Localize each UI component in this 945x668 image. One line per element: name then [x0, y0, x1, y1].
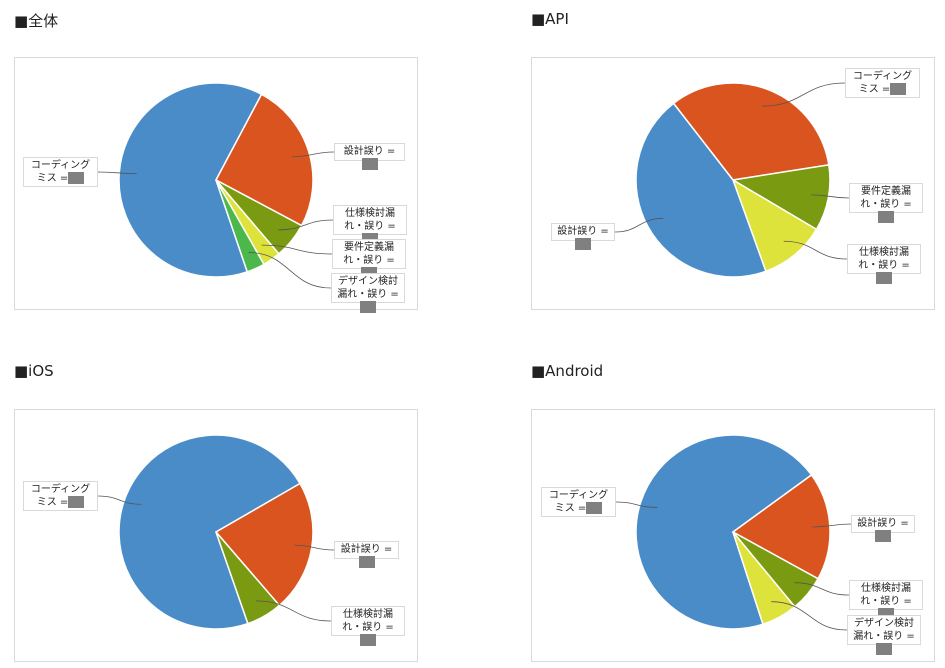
leader-line: [261, 244, 333, 255]
pie-slice: [635, 434, 813, 630]
label-text: ■Android: [531, 362, 604, 380]
data-label: 要件定義漏れ・誤り =: [849, 183, 923, 223]
redacted-value: [360, 634, 376, 646]
data-label: コーディングミス =: [23, 157, 98, 187]
label-text: ■全体: [14, 12, 59, 30]
pie-slice: [672, 82, 830, 181]
redacted-value: [890, 83, 907, 95]
label-text: 仕様検討漏れ・誤り =: [860, 583, 912, 607]
data-label: 設計誤り =: [851, 515, 915, 542]
pie-slice: [731, 178, 818, 273]
leader-line: [292, 151, 335, 158]
leader-line: [277, 219, 334, 231]
redacted-value: [360, 301, 376, 313]
label-text: コーディングミス =: [548, 490, 609, 514]
data-label: 仕様検討漏れ・誤り =: [331, 606, 405, 646]
redacted-value: [878, 211, 894, 223]
chart-title: ■iOS: [14, 362, 54, 380]
label-text: 仕様検討漏れ・誤り =: [344, 208, 396, 232]
leader-line: [812, 523, 852, 528]
chart-title: ■全体: [14, 10, 58, 31]
leader-line: [97, 495, 142, 505]
label-text: 仕様検討漏れ・誤り =: [858, 247, 910, 271]
data-label: 要件定義漏れ・誤り =: [332, 239, 406, 279]
data-label: デザイン検討漏れ・誤り =: [331, 273, 405, 313]
redacted-value: [575, 238, 591, 250]
chart-title: ■API: [531, 10, 569, 28]
leader-line: [614, 217, 664, 233]
chart-title: ■Android: [531, 362, 603, 380]
leader-line: [248, 252, 332, 289]
leader-line: [762, 82, 846, 107]
data-label: コーディングミス =: [541, 487, 616, 517]
data-label: 設計誤り =: [334, 541, 399, 568]
redacted-value: [875, 530, 891, 542]
leader-line: [255, 600, 332, 622]
pie-slice: [635, 102, 767, 278]
label-text: コーディングミス =: [852, 71, 913, 95]
label-text: 設計誤り =: [343, 146, 396, 157]
redacted-value: [876, 643, 892, 655]
pie-slice: [215, 531, 281, 625]
label-text: デザイン検討漏れ・誤り =: [853, 618, 915, 642]
label-text: コーディングミス =: [30, 484, 91, 508]
leader-line: [615, 501, 658, 508]
label-text: 設計誤り =: [857, 518, 909, 529]
label-text: 設計誤り =: [340, 544, 393, 555]
pie-slice: [118, 434, 302, 630]
leader-line: [97, 171, 137, 175]
data-label: デザイン検討漏れ・誤り =: [847, 615, 921, 655]
leader-line: [294, 544, 335, 551]
pie-slice: [214, 482, 314, 607]
leader-line: [794, 582, 850, 596]
pie-slice: [118, 82, 263, 278]
redacted-value: [361, 158, 378, 170]
pie-slice: [215, 179, 265, 273]
redacted-value: [586, 502, 603, 514]
leader-line: [783, 240, 848, 260]
data-label: コーディングミス =: [845, 68, 920, 98]
label-text: デザイン検討漏れ・誤り =: [337, 276, 399, 300]
label-text: 要件定義漏れ・誤り =: [860, 186, 912, 210]
leader-line: [771, 601, 848, 631]
redacted-value: [68, 172, 85, 184]
leader-line: [811, 194, 850, 199]
redacted-value: [68, 496, 85, 508]
redacted-value: [358, 556, 375, 568]
data-label: 仕様検討漏れ・誤り =: [847, 244, 921, 284]
redacted-value: [876, 272, 892, 284]
label-text: コーディングミス =: [30, 160, 91, 184]
label-text: 設計誤り =: [557, 226, 609, 237]
label-text: ■API: [531, 10, 569, 28]
data-label: 仕様検討漏れ・誤り =: [849, 580, 923, 620]
label-text: ■iOS: [14, 362, 54, 380]
data-label: コーディングミス =: [23, 481, 98, 511]
data-label: 設計誤り =: [334, 143, 405, 170]
pie-slice: [730, 163, 831, 231]
data-label: 設計誤り =: [551, 223, 615, 250]
label-text: 仕様検討漏れ・誤り =: [342, 609, 394, 633]
data-label: 仕様検討漏れ・誤り =: [333, 205, 407, 245]
label-text: 要件定義漏れ・誤り =: [343, 242, 395, 266]
